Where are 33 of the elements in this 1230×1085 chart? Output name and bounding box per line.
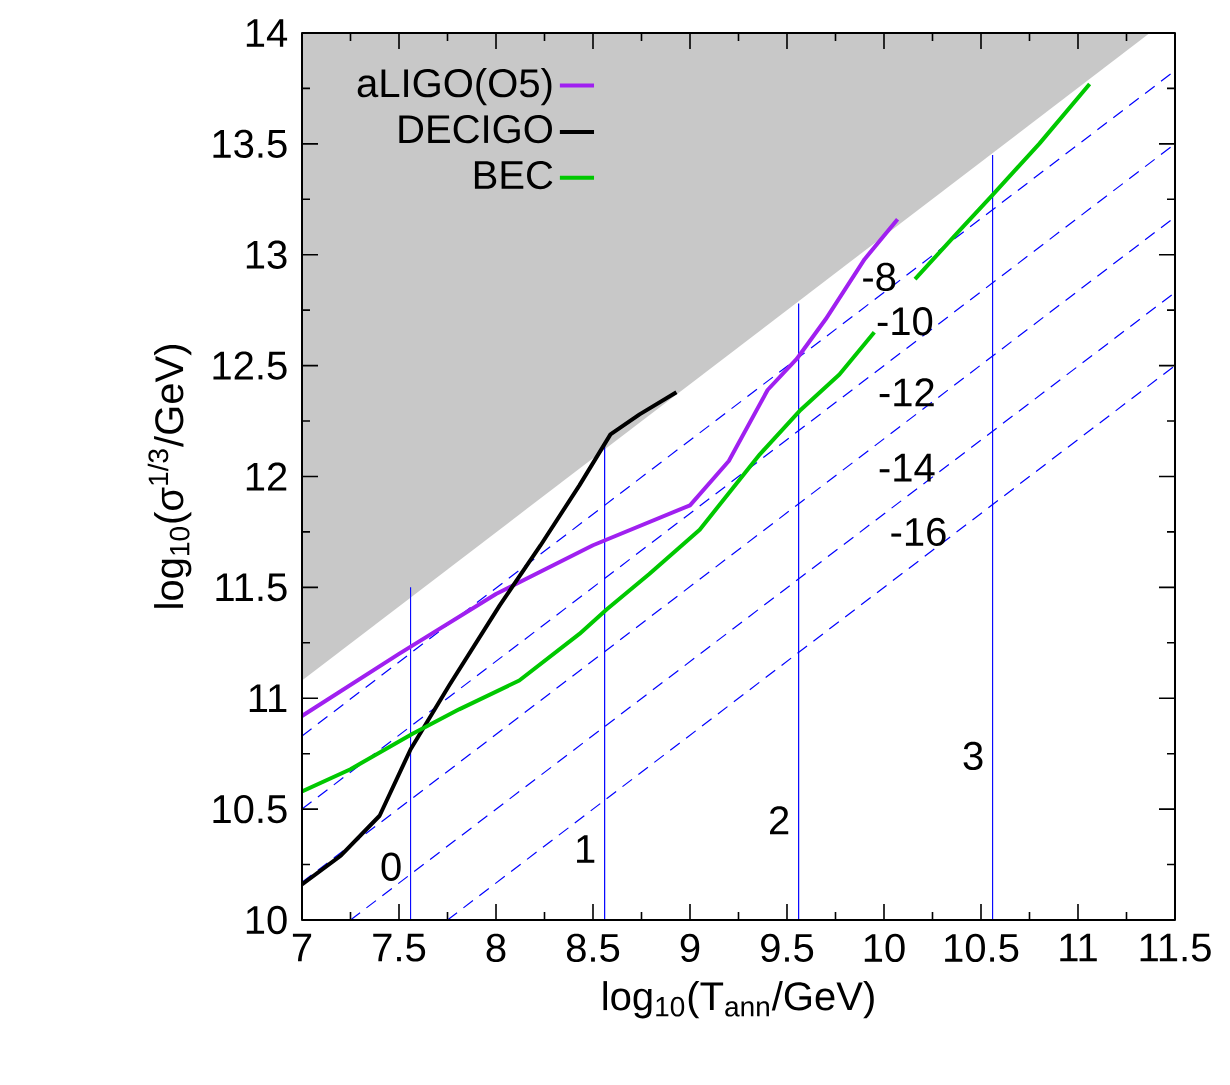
legend-label: DECIGO [399, 114, 552, 144]
y-tick-label: 10 [246, 905, 287, 935]
y-tick-label: 11.5 [216, 573, 287, 602]
annotation: 3 [963, 741, 983, 771]
annotation: -12 [879, 378, 934, 407]
y-tick-label: 14 [246, 19, 288, 47]
x-tick-label: 11 [1060, 933, 1097, 962]
legend-label: BEC [474, 160, 553, 190]
annotation: -16 [891, 517, 946, 547]
y-tick-label: 13.5 [213, 129, 287, 159]
legend-label: aLIGO(O5) [357, 67, 552, 106]
y-tick-label: 13 [246, 240, 287, 269]
annotation: 2 [770, 806, 789, 835]
annotation: -14 [879, 453, 935, 482]
x-tick-label: 8 [486, 933, 506, 963]
x-tick-label: 7.5 [373, 933, 426, 962]
x-axis-title: log$_{10}$(T$_{ann}$/GeV) [603, 981, 874, 1019]
annotation: 0 [381, 852, 401, 881]
x-tick-label: 7 [292, 933, 312, 962]
x-tick-label: 10.5 [945, 933, 1019, 963]
y-tick-label: 11 [249, 684, 287, 712]
x-tick-label: 9 [680, 933, 700, 963]
y-tick-label: 12 [246, 462, 287, 491]
annotation: -10 [877, 307, 933, 336]
y-tick-label: 10.5 [213, 794, 287, 824]
y-axis-title: log$_{10}$(σ$^{1/3}$/GeV) [147, 344, 192, 608]
annotation: -8 [863, 262, 896, 292]
x-tick-label: 8.5 [566, 933, 620, 963]
x-tick-label: 9.5 [761, 933, 814, 963]
annotation: 1 [577, 835, 595, 863]
x-tick-label: 11.5 [1140, 933, 1211, 962]
x-tick-label: 10 [864, 933, 905, 963]
y-tick-label: 12.5 [213, 351, 287, 380]
